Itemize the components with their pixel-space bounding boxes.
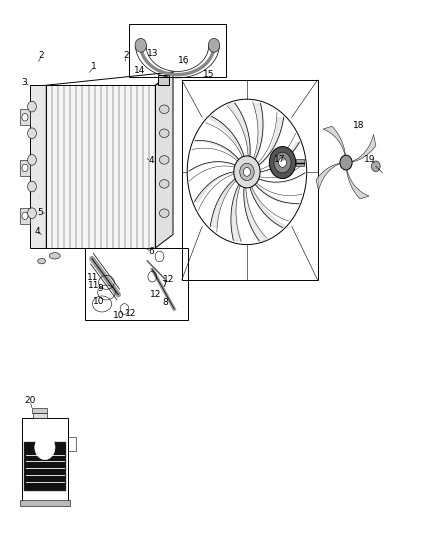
Bar — [182, 80, 318, 280]
Polygon shape — [353, 134, 376, 162]
Circle shape — [240, 163, 254, 181]
Ellipse shape — [49, 253, 60, 259]
Circle shape — [22, 212, 28, 220]
Text: 8: 8 — [162, 298, 169, 307]
Ellipse shape — [159, 209, 169, 217]
Text: 2: 2 — [123, 52, 128, 60]
Text: 7: 7 — [161, 280, 167, 288]
Text: 9: 9 — [97, 285, 103, 293]
Ellipse shape — [159, 156, 169, 164]
Bar — [20, 208, 30, 224]
Text: 11: 11 — [87, 273, 99, 281]
Text: 4: 4 — [148, 157, 154, 165]
Text: 18: 18 — [353, 121, 364, 130]
Circle shape — [28, 208, 36, 219]
Polygon shape — [316, 163, 339, 191]
Circle shape — [22, 164, 28, 172]
Text: 10: 10 — [113, 311, 125, 320]
Circle shape — [269, 147, 296, 179]
Circle shape — [28, 101, 36, 112]
Bar — [85, 248, 188, 320]
Circle shape — [274, 152, 291, 173]
Circle shape — [244, 167, 251, 176]
Text: 12: 12 — [163, 275, 174, 284]
Ellipse shape — [38, 259, 46, 264]
Bar — [129, 24, 226, 77]
Text: 12: 12 — [125, 309, 136, 318]
Text: 15: 15 — [203, 70, 215, 79]
Text: 3: 3 — [21, 78, 27, 87]
Bar — [22, 418, 68, 501]
Circle shape — [340, 155, 352, 170]
Bar — [20, 500, 70, 506]
Bar — [46, 85, 155, 248]
Text: 14: 14 — [134, 66, 145, 75]
Circle shape — [35, 435, 55, 459]
Ellipse shape — [159, 105, 169, 114]
Bar — [20, 160, 30, 176]
Circle shape — [234, 156, 260, 188]
Text: 10: 10 — [93, 297, 104, 305]
Text: 16: 16 — [178, 56, 190, 64]
Bar — [158, 75, 169, 85]
Text: 13: 13 — [147, 49, 158, 58]
Text: 5: 5 — [37, 208, 43, 216]
Bar — [20, 109, 30, 125]
Text: 11: 11 — [88, 281, 100, 289]
Circle shape — [208, 38, 220, 52]
Polygon shape — [155, 72, 173, 248]
Text: 12: 12 — [150, 290, 161, 298]
Circle shape — [279, 158, 286, 167]
Bar — [33, 413, 47, 418]
Bar — [32, 408, 47, 413]
Text: 1: 1 — [91, 62, 97, 71]
Ellipse shape — [159, 129, 169, 138]
Ellipse shape — [159, 180, 169, 188]
Text: 17: 17 — [274, 156, 285, 164]
Bar — [30, 85, 46, 248]
Polygon shape — [346, 171, 369, 199]
Text: 19: 19 — [364, 156, 376, 164]
Circle shape — [28, 128, 36, 139]
Text: 20: 20 — [24, 397, 35, 405]
Circle shape — [22, 114, 28, 121]
Circle shape — [371, 161, 380, 172]
Text: 2: 2 — [39, 52, 44, 60]
Circle shape — [135, 38, 146, 52]
Text: 6: 6 — [148, 247, 154, 256]
Circle shape — [28, 181, 36, 192]
Polygon shape — [323, 126, 346, 155]
Bar — [296, 159, 304, 166]
Circle shape — [28, 155, 36, 165]
Bar — [24, 441, 66, 491]
Text: 4: 4 — [35, 228, 40, 236]
